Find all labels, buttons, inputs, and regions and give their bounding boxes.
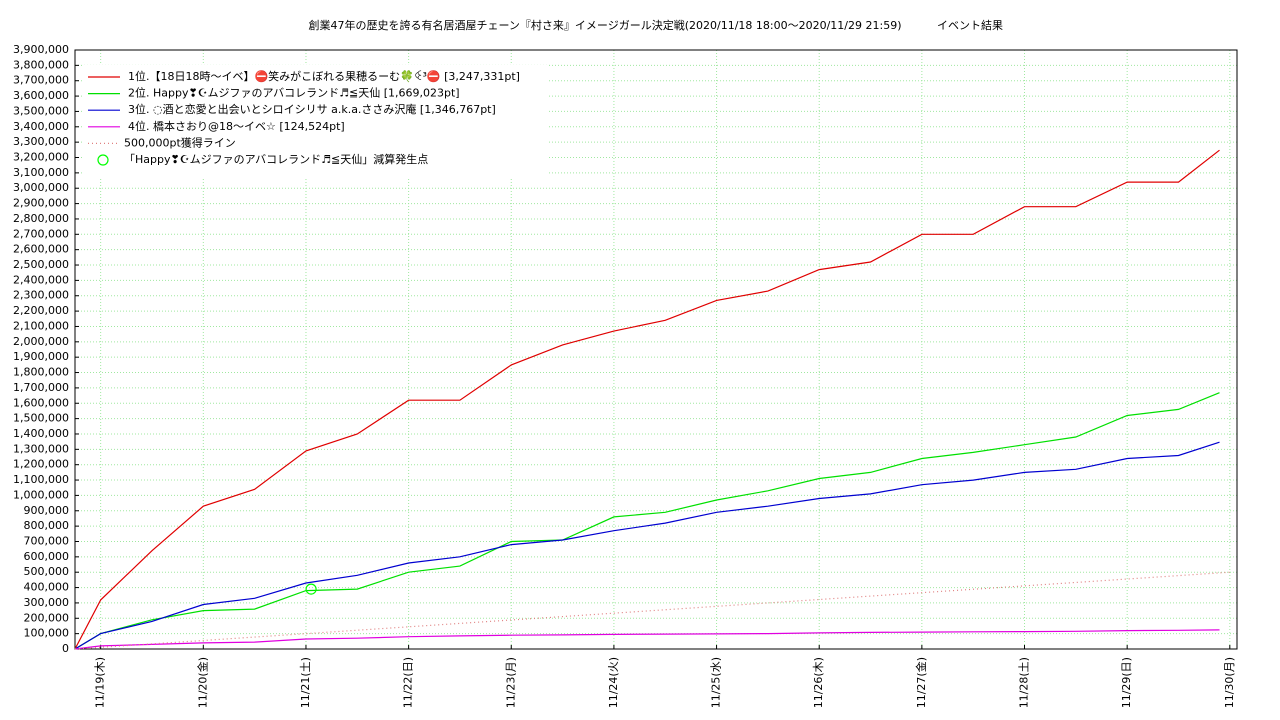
y-tick-label: 2,400,000 xyxy=(13,273,69,286)
legend-label: 3位. ◌酒と恋愛と出会いとシロイシリサ a.k.a.ささみ沢庵 [1,346,… xyxy=(128,102,496,116)
x-tick-label: 11/28(土) xyxy=(1018,657,1031,708)
y-tick-label: 2,700,000 xyxy=(13,227,69,240)
series-line xyxy=(74,571,1230,650)
legend-label: 1位.【18日18時〜イベ】⛔笑みがこぼれる果穂るーむ🍀ꒊ³⛔ [3,247,3… xyxy=(128,69,520,83)
x-tick-label: 11/26(木) xyxy=(812,657,825,708)
x-tick-label: 11/30(月) xyxy=(1223,657,1236,708)
y-tick-label: 3,900,000 xyxy=(13,43,69,56)
y-tick-label: 2,200,000 xyxy=(13,304,69,317)
y-tick-label: 3,000,000 xyxy=(13,181,69,194)
y-tick-label: 0 xyxy=(62,642,69,655)
y-tick-label: 400,000 xyxy=(24,581,70,594)
x-tick-label: 11/24(火) xyxy=(607,657,620,708)
y-tick-label: 1,000,000 xyxy=(13,488,69,501)
y-tick-label: 2,800,000 xyxy=(13,212,69,225)
y-tick-label: 200,000 xyxy=(24,611,70,624)
y-tick-label: 800,000 xyxy=(24,519,70,532)
legend-box xyxy=(82,65,548,177)
legend-label: 4位. 橋本さおり@18〜イベ☆ [124,524pt] xyxy=(128,119,345,133)
x-tick-label: 11/25(水) xyxy=(710,657,723,708)
y-tick-label: 3,600,000 xyxy=(13,89,69,102)
y-tick-label: 100,000 xyxy=(24,627,70,640)
legend-marker xyxy=(97,154,109,166)
y-tick-label: 2,100,000 xyxy=(13,319,69,332)
chart-title: 創業47年の歴史を誇る有名居酒屋チェーン『村さ来』イメージガール決定戦(2020… xyxy=(308,18,901,32)
y-tick-label: 1,700,000 xyxy=(13,381,69,394)
y-tick-label: 1,100,000 xyxy=(13,473,69,486)
y-tick-label: 3,700,000 xyxy=(13,74,69,87)
y-tick-label: 2,500,000 xyxy=(13,258,69,271)
y-tick-label: 1,500,000 xyxy=(13,412,69,425)
legend-label: 2位. Happy❣☪ムジファのアバコレランド♬≦天仙 [1,669,023pt… xyxy=(128,86,460,100)
y-tick-label: 1,800,000 xyxy=(13,366,69,379)
series-line xyxy=(74,392,1220,650)
y-tick-label: 2,900,000 xyxy=(13,197,69,210)
y-tick-label: 500,000 xyxy=(24,565,70,578)
series-line xyxy=(74,149,1220,650)
x-tick-label: 11/22(日) xyxy=(402,657,415,708)
chart-subtitle: イベント結果 xyxy=(937,18,1003,32)
legend-label: 「Happy❣☪ムジファのアバコレランド♬≦天仙」減算発生点 xyxy=(124,152,428,166)
y-tick-label: 3,200,000 xyxy=(13,151,69,164)
legend-label: 500,000pt獲得ライン xyxy=(124,136,236,149)
y-tick-label: 1,600,000 xyxy=(13,396,69,409)
y-tick-label: 300,000 xyxy=(24,596,70,609)
series-line xyxy=(74,629,1220,650)
y-tick-label: 1,900,000 xyxy=(13,350,69,363)
y-tick-label: 600,000 xyxy=(24,550,70,563)
event-marker xyxy=(305,583,317,595)
y-tick-label: 1,200,000 xyxy=(13,458,69,471)
y-tick-label: 2,000,000 xyxy=(13,335,69,348)
y-tick-label: 2,300,000 xyxy=(13,289,69,302)
y-tick-label: 1,300,000 xyxy=(13,442,69,455)
x-tick-label: 11/19(木) xyxy=(94,657,107,708)
plot-frame xyxy=(74,49,1238,650)
y-tick-label: 3,300,000 xyxy=(13,135,69,148)
y-tick-label: 3,100,000 xyxy=(13,166,69,179)
y-tick-label: 3,500,000 xyxy=(13,104,69,117)
x-tick-label: 11/20(金) xyxy=(195,657,209,708)
x-tick-label: 11/23(月) xyxy=(504,657,517,708)
y-tick-label: 3,400,000 xyxy=(13,120,69,133)
series-line xyxy=(74,441,1220,650)
y-tick-label: 900,000 xyxy=(24,504,70,517)
x-tick-label: 11/27(金) xyxy=(914,657,928,708)
y-tick-label: 1,400,000 xyxy=(13,427,69,440)
y-tick-label: 3,800,000 xyxy=(13,58,69,71)
x-tick-label: 11/29(日) xyxy=(1120,657,1133,708)
y-tick-label: 2,600,000 xyxy=(13,243,69,256)
y-tick-label: 700,000 xyxy=(24,534,70,547)
x-tick-label: 11/21(土) xyxy=(299,657,312,708)
